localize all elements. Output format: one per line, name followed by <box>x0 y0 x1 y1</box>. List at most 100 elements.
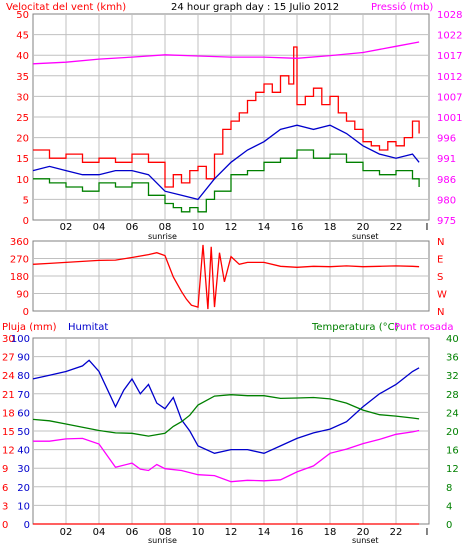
wind-speed-tick-label: 0 <box>23 216 29 227</box>
humidity-tick-label: 40 <box>17 446 30 457</box>
wind-speed-tick-label: 50 <box>16 10 29 21</box>
x-tick-label: 02 <box>60 222 73 233</box>
compass-letter-label: E <box>437 255 443 266</box>
x-tick-label: 16 <box>291 222 304 233</box>
x-tick-label: 06 <box>126 527 139 538</box>
x-tick-label: 10 <box>192 527 205 538</box>
pressure-tick-label: 1022 <box>437 31 462 42</box>
temperature-ticks: 0 4 8 12 16 20 24 28 32 36 40 <box>446 334 459 531</box>
hour-ticks-bottom: 02 04 06 08 10 12 14 16 18 20 22 I <box>60 527 429 538</box>
humidity-tick-label: 30 <box>17 464 30 475</box>
hour-ticks: 02 04 06 08 10 12 14 16 18 20 22 I <box>60 222 429 233</box>
sunset-label: sunset <box>352 232 379 241</box>
temperature-tick-label: 12 <box>446 464 459 475</box>
wind-speed-axis-label: Velocitat del vent (kmh) <box>6 2 126 13</box>
rain-tick-label: 12 <box>2 446 15 457</box>
x-tick-label: 08 <box>159 222 172 233</box>
wind-speed-tick-label: 35 <box>16 72 29 83</box>
wind-speed-tick-label: 15 <box>16 154 29 165</box>
pressure-axis-label: Pressió (mb) <box>371 1 433 13</box>
x-tick-label: 02 <box>60 527 73 538</box>
series-line-temp-2 <box>33 429 420 483</box>
compass-letter-label: S <box>437 272 443 283</box>
pressure-tick-label: 1012 <box>437 72 462 83</box>
series-line-humitat-0 <box>32 359 420 454</box>
rain-tick-label: 18 <box>2 408 15 419</box>
humidity-axis-label: Humitat <box>68 322 108 333</box>
wind-pressure-series <box>32 41 420 213</box>
chart-title: 24 hour graph day : 15 Julio 2012 <box>171 2 339 13</box>
wind-pressure-panel: Velocitat del vent (kmh) 24 hour graph d… <box>6 1 462 241</box>
humidity-tick-label: 90 <box>17 353 30 364</box>
compass-letter-label: W <box>437 290 447 301</box>
pressure-tick-label: 1007 <box>437 92 462 103</box>
temperature-tick-label: 0 <box>446 520 452 531</box>
humidity-temperature-grid <box>33 338 429 524</box>
temperature-tick-label: 32 <box>446 371 459 382</box>
wind-direction-line-0 <box>32 244 420 310</box>
humidity-tick-label: 50 <box>17 427 30 438</box>
rain-tick-label: 21 <box>2 390 15 401</box>
wind-speed-tick-label: 5 <box>23 195 29 206</box>
x-tick-label: 04 <box>93 527 106 538</box>
wind-direction-degree-label: 0 <box>23 307 29 318</box>
temperature-tick-label: 36 <box>446 353 459 364</box>
humidity-tick-label: 70 <box>17 390 30 401</box>
humidity-tick-label: 80 <box>17 371 30 382</box>
sunrise-label: sunrise <box>148 232 177 241</box>
wind-direction-degree-label: 180 <box>10 272 29 283</box>
pressure-tick-label: 975 <box>437 216 456 227</box>
temperature-tick-label: 16 <box>446 446 459 457</box>
humidity-tick-label: 60 <box>17 408 30 419</box>
rain-ticks: 0 3 6 9 12 15 18 21 24 27 30 <box>2 334 15 531</box>
rain-tick-label: 0 <box>2 520 8 531</box>
humidity-tick-label: 0 <box>24 520 30 531</box>
rain-tick-label: 3 <box>2 501 8 512</box>
rain-tick-label: 9 <box>2 464 8 475</box>
pressure-tick-label: 1028 <box>437 10 462 21</box>
dew-point-axis-label: Punt rosada <box>394 322 453 333</box>
rain-tick-label: 15 <box>2 427 15 438</box>
x-tick-label: 12 <box>225 527 238 538</box>
x-tick-label: 06 <box>126 222 139 233</box>
x-tick-label: 14 <box>258 527 271 538</box>
wind-speed-tick-label: 20 <box>16 134 29 145</box>
sunset-label-bottom: sunset <box>352 536 379 545</box>
wind-speed-tick-label: 40 <box>16 51 29 62</box>
temperature-tick-label: 4 <box>446 501 452 512</box>
wind-direction-degree-ticks: 0 90 180 270 360 <box>10 237 29 318</box>
x-tick-label: 22 <box>390 222 403 233</box>
x-tick-label: I <box>426 527 429 538</box>
rain-axis-label: Pluja (mm) <box>2 322 57 333</box>
rain-tick-label: 24 <box>2 371 15 382</box>
series-line-3 <box>32 41 420 65</box>
x-tick-label: 20 <box>357 222 370 233</box>
temperature-tick-label: 20 <box>446 427 459 438</box>
humidity-ticks: 0 10 20 30 40 50 60 70 80 90 100 <box>11 334 30 531</box>
series-line-2 <box>33 149 420 213</box>
humidity-tick-label: 20 <box>17 483 30 494</box>
x-tick-label: 18 <box>324 527 337 538</box>
x-tick-label: 10 <box>192 222 205 233</box>
temperature-tick-label: 28 <box>446 390 459 401</box>
wind-direction-degree-label: 360 <box>10 237 29 248</box>
wind-speed-tick-label: 30 <box>16 92 29 103</box>
x-tick-label: 12 <box>225 222 238 233</box>
x-tick-label: 22 <box>390 527 403 538</box>
pressure-tick-label: 986 <box>437 175 456 186</box>
wind-direction-degree-label: 90 <box>16 290 29 301</box>
pressure-tick-label: 996 <box>437 134 456 145</box>
temperature-axis-label: Temperatura (°C) <box>311 322 399 333</box>
rain-tick-label: 27 <box>2 353 15 364</box>
humidity-tick-label: 100 <box>11 334 30 345</box>
x-tick-label: 20 <box>357 527 370 538</box>
pressure-tick-label: 991 <box>437 154 456 165</box>
pressure-ticks: 975 980 986 991 996 1001 1007 1012 1017 1022 1028 <box>437 10 462 227</box>
wind-speed-ticks: 0 5 10 15 20 25 30 35 40 45 50 <box>16 10 29 227</box>
series-line-1 <box>32 124 420 201</box>
temperature-tick-label: 24 <box>446 408 459 419</box>
